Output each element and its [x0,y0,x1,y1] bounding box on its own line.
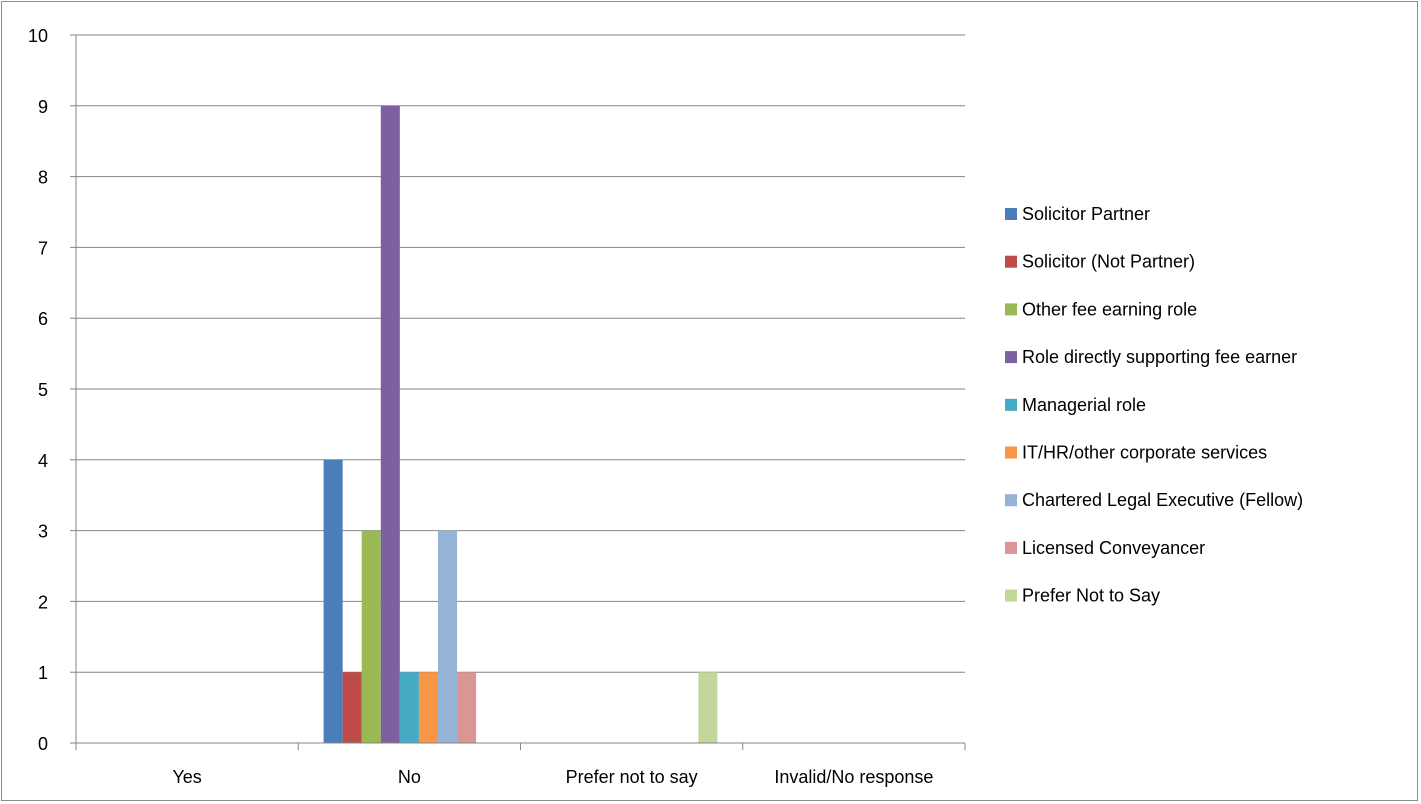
y-tick-label: 2 [38,592,48,612]
legend: Solicitor Partner Solicitor (Not Partner)… [1005,204,1303,606]
bar [399,672,419,743]
bar [380,105,400,744]
x-tick-label: Invalid/No response [774,767,933,787]
bar [698,672,718,743]
bar [342,672,362,743]
y-tick-label: 5 [38,380,48,400]
bar [418,672,438,743]
legend-label: Managerial role [1022,395,1146,415]
legend-label: Other fee earning role [1022,299,1197,319]
x-tick-label: Yes [172,767,201,787]
bars [323,105,718,744]
y-tick-label: 3 [38,522,48,542]
legend-swatch [1005,494,1017,507]
axes: 0 1 2 3 4 5 6 7 8 9 10 Yes No Prefer not to say Invali… [28,26,966,787]
y-tick-label: 10 [28,26,48,46]
y-tick-label: 6 [38,309,48,329]
legend-label: Licensed Conveyancer [1022,538,1205,558]
legend-swatch [1005,589,1017,602]
legend-swatch [1005,398,1017,411]
gridlines [76,34,965,673]
legend-label: Solicitor Partner [1022,204,1150,224]
legend-label: Role directly supporting fee earner [1022,347,1297,367]
y-tick-label: 0 [38,734,48,754]
legend-label: IT/HR/other corporate services [1022,443,1267,463]
legend-swatch [1005,446,1017,459]
bar [457,672,477,743]
y-tick-label: 8 [38,168,48,188]
x-tick-label: No [398,767,421,787]
legend-swatch [1005,255,1017,268]
bar [437,530,458,743]
x-tick-label: Prefer not to say [566,767,698,787]
legend-label: Chartered Legal Executive (Fellow) [1022,490,1303,510]
legend-swatch [1005,541,1017,554]
legend-label: Solicitor (Not Partner) [1022,252,1195,272]
legend-swatch [1005,208,1017,220]
bar [323,459,343,743]
legend-label: Prefer Not to Say [1022,586,1160,606]
y-tick-label: 7 [38,238,48,258]
y-tick-label: 1 [38,663,48,683]
bar [361,530,381,743]
legend-swatch [1005,303,1017,316]
legend-swatch [1005,351,1017,364]
y-tick-label: 9 [38,97,48,117]
y-tick-label: 4 [38,451,48,471]
